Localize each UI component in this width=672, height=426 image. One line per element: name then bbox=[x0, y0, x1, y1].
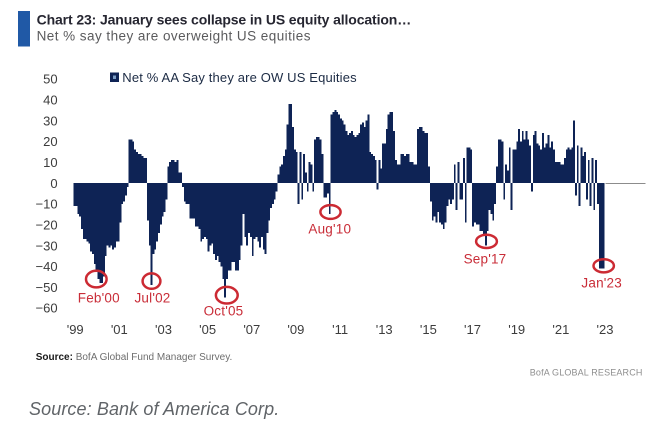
svg-text:Jul'02: Jul'02 bbox=[134, 291, 170, 306]
svg-text:30: 30 bbox=[43, 113, 57, 128]
svg-text:'01: '01 bbox=[111, 322, 128, 337]
svg-text:'03: '03 bbox=[155, 322, 172, 337]
svg-text:Aug'10: Aug'10 bbox=[308, 222, 351, 237]
svg-text:'23: '23 bbox=[597, 322, 614, 337]
svg-text:Source: BofA Global Fund Manag: Source: BofA Global Fund Manager Survey. bbox=[36, 352, 233, 363]
svg-text:Source: Bank of America Corp.: Source: Bank of America Corp. bbox=[29, 399, 279, 419]
svg-text:−40: −40 bbox=[36, 259, 58, 274]
svg-text:20: 20 bbox=[43, 134, 57, 149]
svg-text:'07: '07 bbox=[243, 322, 260, 337]
svg-text:Net % say they are overweight: Net % say they are overweight US equitie… bbox=[37, 29, 311, 44]
svg-text:'99: '99 bbox=[67, 322, 84, 337]
svg-text:Net % AA Say they are OW US Eq: Net % AA Say they are OW US Equities bbox=[122, 70, 357, 85]
svg-text:Oct'05: Oct'05 bbox=[204, 304, 244, 319]
svg-text:40: 40 bbox=[43, 93, 57, 108]
svg-text:'09: '09 bbox=[287, 322, 304, 337]
svg-text:Jan'23: Jan'23 bbox=[581, 276, 622, 291]
svg-text:−20: −20 bbox=[36, 217, 58, 232]
svg-text:−50: −50 bbox=[36, 280, 58, 295]
svg-text:−60: −60 bbox=[36, 301, 58, 316]
svg-text:'05: '05 bbox=[199, 322, 216, 337]
svg-text:'13: '13 bbox=[376, 322, 393, 337]
svg-text:−10: −10 bbox=[36, 197, 58, 212]
svg-text:−30: −30 bbox=[36, 238, 58, 253]
svg-text:'17: '17 bbox=[464, 322, 481, 337]
svg-text:0: 0 bbox=[50, 176, 57, 191]
svg-text:10: 10 bbox=[43, 155, 57, 170]
svg-text:Chart 23: January sees collaps: Chart 23: January sees collapse in US eq… bbox=[37, 12, 412, 28]
svg-text:'21: '21 bbox=[552, 322, 569, 337]
svg-text:BofA GLOBAL RESEARCH: BofA GLOBAL RESEARCH bbox=[530, 368, 643, 378]
svg-text:Feb'00: Feb'00 bbox=[78, 291, 120, 306]
svg-text:Sep'17: Sep'17 bbox=[464, 252, 507, 267]
svg-text:'15: '15 bbox=[420, 322, 437, 337]
svg-text:'19: '19 bbox=[508, 322, 525, 337]
svg-text:50: 50 bbox=[43, 72, 57, 87]
svg-text:'11: '11 bbox=[332, 322, 348, 337]
